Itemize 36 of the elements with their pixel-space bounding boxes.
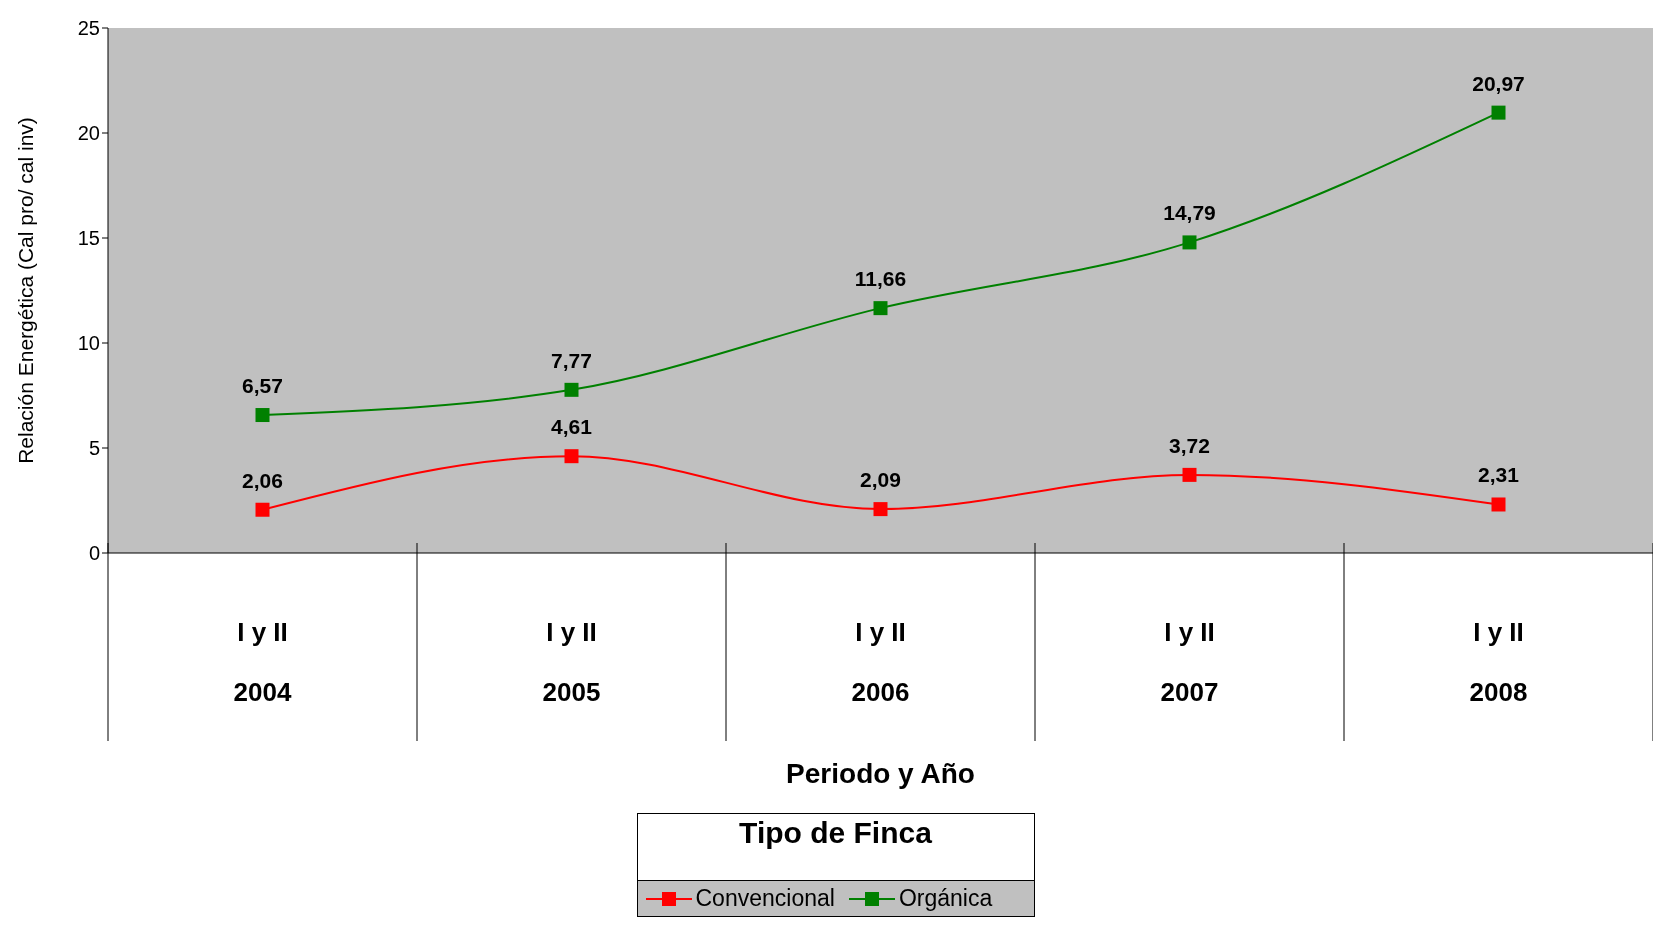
point xyxy=(873,502,888,517)
data-label: 2,09 xyxy=(860,468,901,492)
data-label: 11,66 xyxy=(854,267,907,291)
point xyxy=(1182,467,1197,482)
legend-label: Orgánica xyxy=(897,885,993,912)
data-label: 2,31 xyxy=(1478,463,1520,487)
data-label: 4,61 xyxy=(551,415,593,439)
data-label: 14,79 xyxy=(1163,201,1216,225)
x-tick-label: I y II 2005 xyxy=(542,617,601,707)
point xyxy=(255,408,270,423)
y-tick-label: 15 xyxy=(77,227,100,250)
point xyxy=(564,382,579,397)
point xyxy=(1182,235,1197,250)
x-tick-label: I y II 2008 xyxy=(1469,617,1528,707)
point xyxy=(564,449,579,464)
point xyxy=(255,502,270,517)
y-tick-label: 10 xyxy=(77,332,100,355)
y-tick-label: 25 xyxy=(77,17,100,40)
x-tick-label: I y II 2006 xyxy=(851,617,910,707)
legend-title: Tipo de Finca xyxy=(738,815,933,851)
data-label: 7,77 xyxy=(551,348,592,372)
point xyxy=(1491,497,1506,512)
data-label: 6,57 xyxy=(242,374,283,398)
y-tick-label: 5 xyxy=(88,437,100,460)
data-label: 3,72 xyxy=(1169,433,1210,457)
x-tick-label: I y II 2004 xyxy=(233,617,292,707)
data-label: 20,97 xyxy=(1472,71,1525,95)
point xyxy=(873,301,888,316)
data-label: 2,06 xyxy=(242,468,283,492)
y-tick-label: 20 xyxy=(77,122,100,145)
x-axis-title: Periodo y Año xyxy=(786,758,975,789)
y-tick-label: 0 xyxy=(88,542,100,565)
point xyxy=(1491,105,1506,120)
x-tick-label: I y II 2007 xyxy=(1160,617,1219,707)
y-axis-title: Relación Energética (Cal pro/ cal inv) xyxy=(14,117,38,464)
legend-label: Convencional xyxy=(694,885,835,912)
